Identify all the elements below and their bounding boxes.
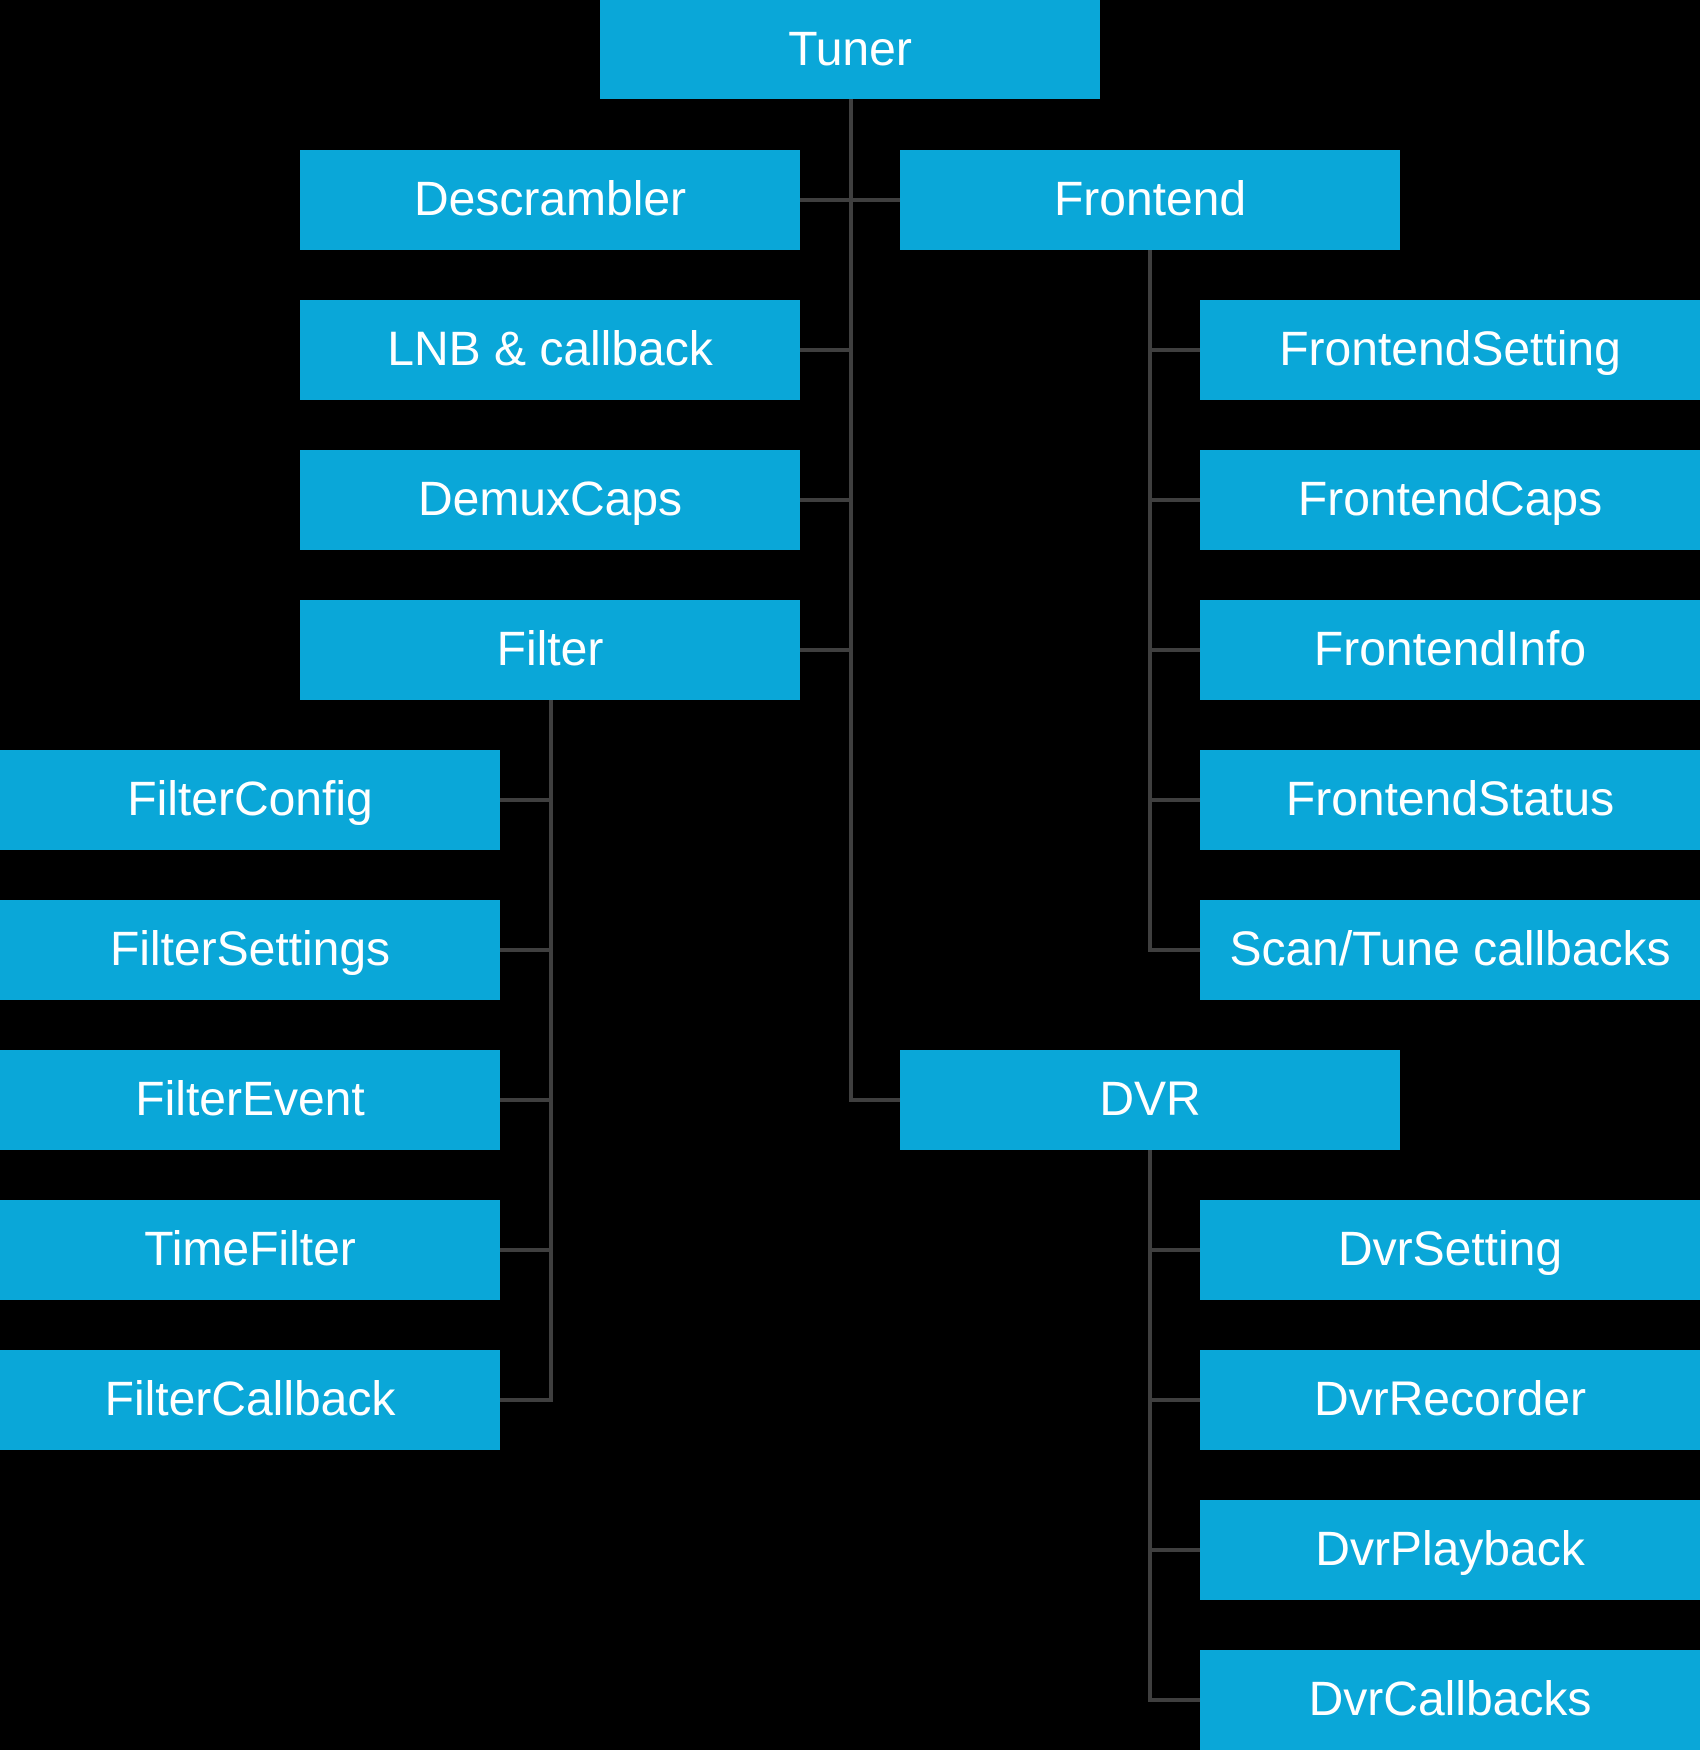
- node-label: DVR: [1099, 1073, 1201, 1126]
- node-label: FilterConfig: [127, 773, 373, 826]
- node-frontendstatus: FrontendStatus: [1200, 750, 1700, 850]
- connector-filtercallback-stub: [500, 1398, 553, 1402]
- node-frontendsetting: FrontendSetting: [1200, 300, 1700, 400]
- node-label: Frontend: [1053, 173, 1247, 226]
- node-label: Scan/Tune callbacks: [1229, 923, 1671, 976]
- node-label: FrontendSetting: [1279, 323, 1621, 376]
- connector-frontendcaps-stub: [1148, 498, 1200, 502]
- connector-filterevent-stub: [500, 1098, 553, 1102]
- node-label: FilterEvent: [135, 1073, 365, 1126]
- node-label: Filter: [496, 623, 604, 676]
- node-label: Tuner: [788, 22, 912, 76]
- node-label: LNB & callback: [387, 323, 713, 376]
- connector-frontendstatus-stub: [1148, 798, 1200, 802]
- node-timefilter: TimeFilter: [0, 1200, 500, 1300]
- connector-dvrplayback-stub: [1148, 1548, 1200, 1552]
- node-dvrplayback: DvrPlayback: [1200, 1500, 1700, 1600]
- node-frontendinfo: FrontendInfo: [1200, 600, 1700, 700]
- node-label: Descrambler: [413, 173, 687, 226]
- node-filter: Filter: [300, 600, 800, 700]
- connector-dvr-trunk-vertical: [1148, 1150, 1152, 1702]
- node-dvrrecorder: DvrRecorder: [1200, 1350, 1700, 1450]
- node-label: DvrPlayback: [1315, 1523, 1585, 1576]
- connector-demuxcaps-stub: [800, 498, 853, 502]
- node-demuxcaps: DemuxCaps: [300, 450, 800, 550]
- connector-filtersettings-stub: [500, 948, 553, 952]
- node-dvr: DVR: [900, 1050, 1400, 1150]
- connector-tuner-trunk-vertical: [849, 99, 853, 1102]
- connector-frontend-trunk-vertical: [1148, 250, 1152, 952]
- connector-dvrrecorder-stub: [1148, 1398, 1200, 1402]
- node-label: TimeFilter: [144, 1223, 356, 1276]
- node-frontend: Frontend: [900, 150, 1400, 250]
- node-label: DvrSetting: [1337, 1223, 1563, 1276]
- node-dvrsetting: DvrSetting: [1200, 1200, 1700, 1300]
- node-label: FilterCallback: [104, 1373, 396, 1426]
- node-tuner: Tuner: [600, 0, 1100, 99]
- node-scan-tune-callbacks: Scan/Tune callbacks: [1200, 900, 1700, 1000]
- node-frontendcaps: FrontendCaps: [1200, 450, 1700, 550]
- connector-dvr-stub: [849, 1098, 900, 1102]
- connector-frontendinfo-stub: [1148, 648, 1200, 652]
- node-label: FrontendStatus: [1285, 773, 1615, 826]
- connector-scantune-stub: [1148, 948, 1200, 952]
- node-dvrcallbacks: DvrCallbacks: [1200, 1650, 1700, 1750]
- node-label: DvrCallbacks: [1308, 1673, 1592, 1726]
- connector-descrambler-frontend: [800, 198, 900, 202]
- node-label: FrontendCaps: [1297, 473, 1603, 526]
- node-label: DemuxCaps: [417, 473, 683, 526]
- node-lnb-callback: LNB & callback: [300, 300, 800, 400]
- node-filterevent: FilterEvent: [0, 1050, 500, 1150]
- connector-frontendsetting-stub: [1148, 348, 1200, 352]
- node-label: FrontendInfo: [1313, 623, 1587, 676]
- node-filtersettings: FilterSettings: [0, 900, 500, 1000]
- node-label: FilterSettings: [109, 923, 391, 976]
- connector-dvrsetting-stub: [1148, 1248, 1200, 1252]
- connector-lnb-stub: [800, 348, 853, 352]
- connector-timefilter-stub: [500, 1248, 553, 1252]
- node-descrambler: Descrambler: [300, 150, 800, 250]
- connector-filter-trunk-vertical: [549, 700, 553, 1402]
- node-label: DvrRecorder: [1313, 1373, 1587, 1426]
- connector-dvrcallbacks-stub: [1148, 1698, 1200, 1702]
- node-filtercallback: FilterCallback: [0, 1350, 500, 1450]
- connector-filter-stub: [800, 648, 853, 652]
- connector-filterconfig-stub: [500, 798, 553, 802]
- node-filterconfig: FilterConfig: [0, 750, 500, 850]
